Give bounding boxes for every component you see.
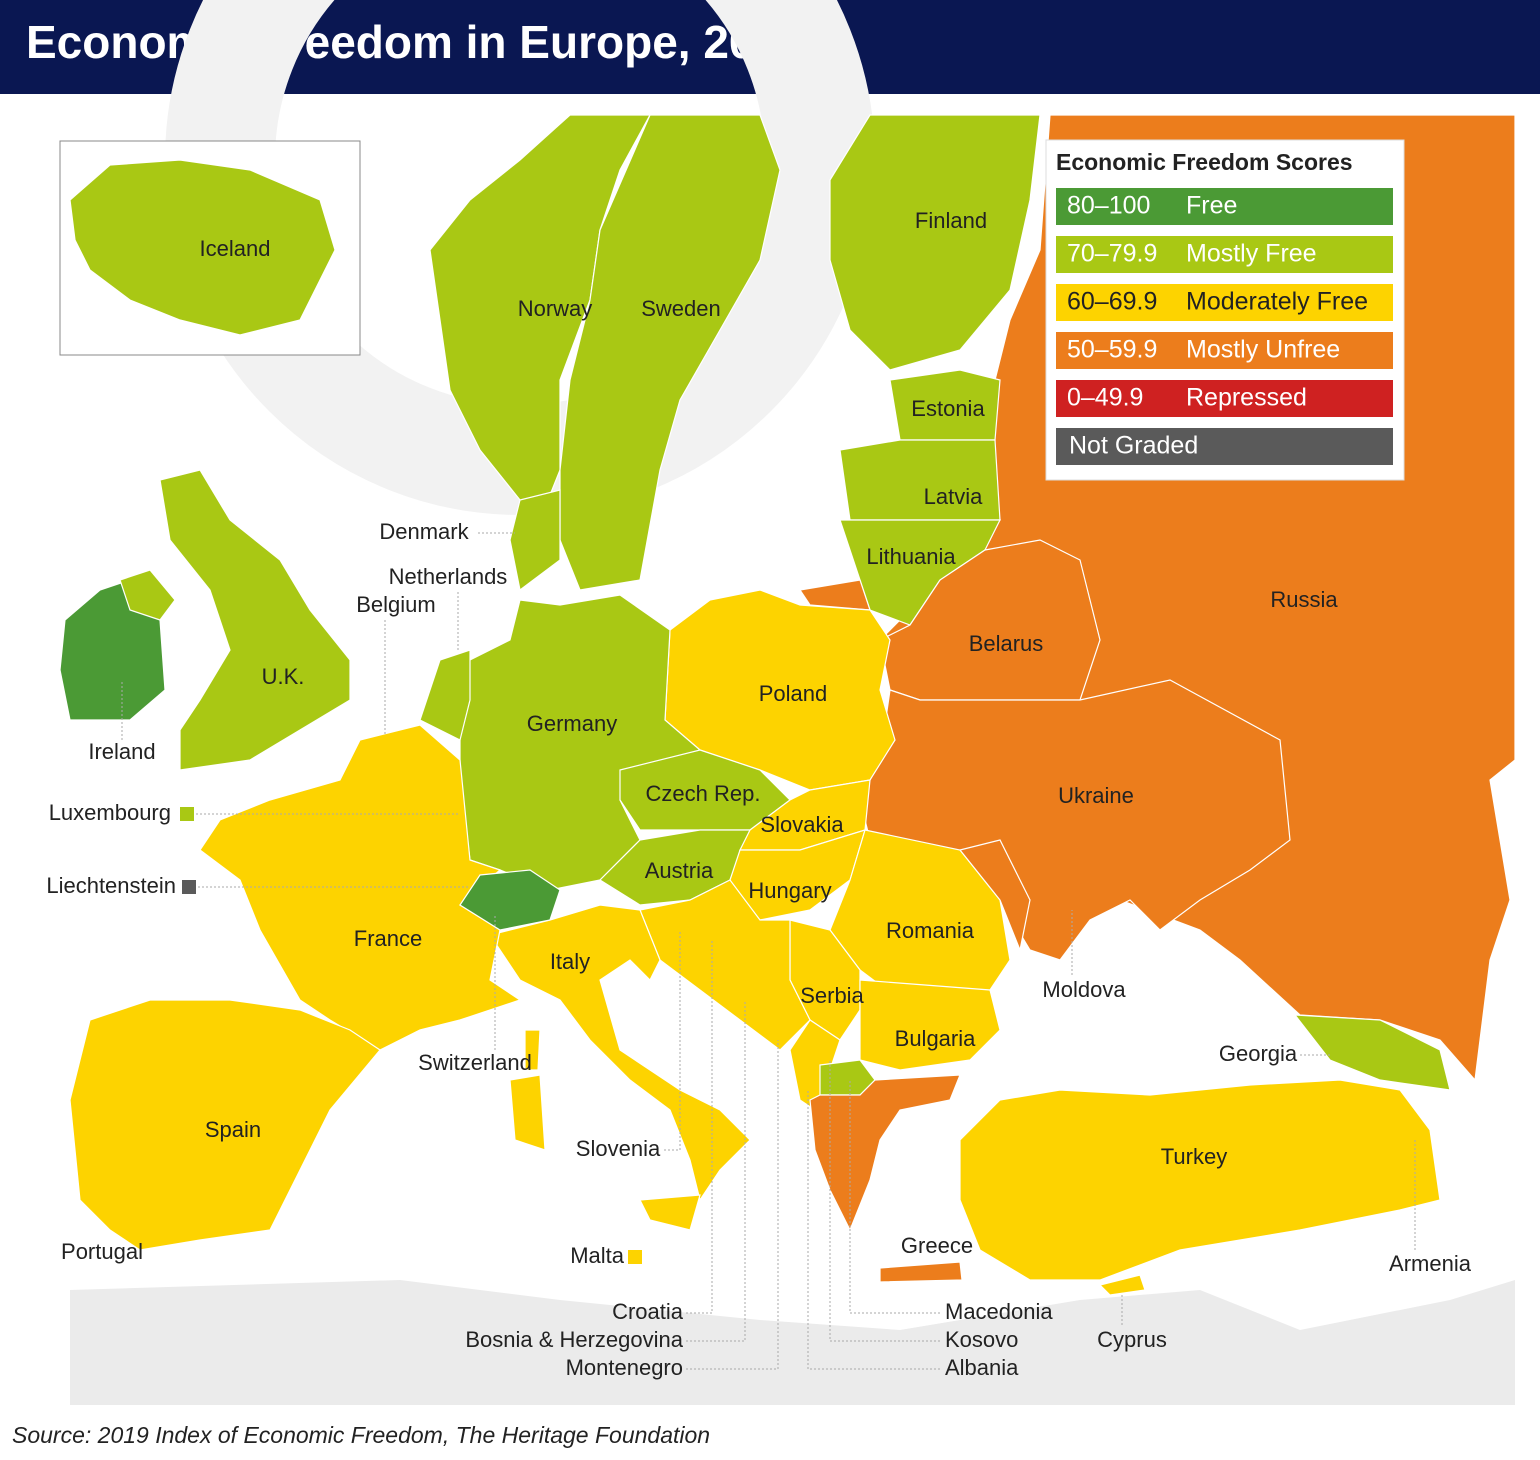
country-label: Belgium	[356, 592, 435, 617]
legend-label: Mostly Unfree	[1186, 336, 1340, 364]
legend-label: Mostly Free	[1186, 240, 1317, 268]
country-label: Luxembourg	[49, 800, 171, 825]
legend-range: 50–59.9	[1067, 336, 1157, 364]
country-label: Austria	[645, 858, 714, 883]
legend-swatch	[1056, 332, 1393, 369]
country-shape	[559, 114, 781, 591]
legend-label: Moderately Free	[1186, 288, 1368, 316]
legend-label: Free	[1186, 192, 1237, 220]
legend: Economic Freedom Scores 80–100 Free 70–79.…	[1045, 139, 1405, 481]
country-label: Kosovo	[945, 1327, 1018, 1352]
country-shape	[119, 569, 176, 621]
legend-swatch	[1056, 380, 1393, 417]
country-label: Lithuania	[866, 544, 956, 569]
country-shape	[958, 839, 1031, 953]
country-label: Italy	[550, 949, 590, 974]
country-label: Greece	[901, 1233, 973, 1258]
legend-label: Not Graded	[1069, 432, 1198, 460]
country-label: Estonia	[911, 396, 985, 421]
country-shape	[859, 979, 1001, 1071]
country-label: Poland	[759, 681, 828, 706]
country-label: Switzerland	[418, 1050, 532, 1075]
country-shape	[639, 879, 811, 1051]
country-label: Bosnia & Herzegovina	[465, 1327, 683, 1352]
country-label: Norway	[518, 296, 593, 321]
country-label: Moldova	[1042, 977, 1126, 1002]
country-label: Armenia	[1389, 1251, 1472, 1276]
legend-label: Repressed	[1186, 384, 1307, 412]
country-label: Ireland	[88, 739, 155, 764]
country-label: Hungary	[748, 878, 831, 903]
country-shape	[524, 1029, 541, 1071]
country-shape	[459, 869, 561, 931]
country-shape	[182, 880, 196, 894]
other-land	[70, 1280, 1515, 1405]
country-label: Sweden	[641, 296, 721, 321]
country-shape	[959, 1079, 1441, 1281]
legend-range: 70–79.9	[1067, 240, 1157, 268]
country-shape	[639, 1194, 701, 1231]
legend-swatch	[1056, 188, 1393, 225]
country-label: Albania	[945, 1355, 1019, 1380]
title: Economic Freedom in Europe, 2019	[26, 16, 806, 68]
country-shape	[489, 904, 751, 1202]
legend-range: 80–100	[1067, 192, 1150, 220]
country-label: Liechtenstein	[46, 873, 176, 898]
country-label: Belarus	[969, 631, 1044, 656]
country-label: France	[354, 926, 422, 951]
country-label: Cyprus	[1097, 1327, 1167, 1352]
country-label: Latvia	[924, 484, 983, 509]
country-label: Bulgaria	[895, 1026, 976, 1051]
leader-lines	[121, 532, 1416, 1370]
country-label: Georgia	[1219, 1041, 1298, 1066]
legend-swatch	[1056, 284, 1393, 321]
country-shape	[809, 1074, 961, 1232]
country-label: Croatia	[612, 1299, 684, 1324]
country-shape	[628, 1250, 642, 1264]
country-label: Macedonia	[945, 1299, 1053, 1324]
country-label: Germany	[527, 711, 617, 736]
country-label: Spain	[205, 1117, 261, 1142]
country-shape	[1098, 1274, 1146, 1296]
country-shape	[829, 114, 1041, 371]
country-label: Turkey	[1161, 1144, 1227, 1169]
country-label: U.K.	[262, 664, 305, 689]
country-shape	[59, 579, 166, 721]
country-label: Russia	[1270, 587, 1338, 612]
country-label: Netherlands	[389, 564, 508, 589]
country-label: Czech Rep.	[646, 781, 761, 806]
country-label: Malta	[570, 1243, 625, 1268]
country-shape	[1293, 1014, 1451, 1091]
country-label: Montenegro	[566, 1355, 683, 1380]
legend-range: 60–69.9	[1067, 288, 1157, 316]
legend-swatch	[1056, 236, 1393, 273]
country-label: Finland	[915, 208, 987, 233]
country-label: Denmark	[379, 519, 469, 544]
legend-title: Economic Freedom Scores	[1056, 149, 1353, 175]
country-shape	[429, 114, 652, 522]
country-shape	[879, 1261, 963, 1283]
country-shape	[889, 369, 1001, 441]
country-shape	[180, 807, 194, 821]
country-shape	[69, 159, 336, 336]
country-label: Romania	[886, 918, 975, 943]
country-label: Ukraine	[1058, 783, 1134, 808]
country-label: Iceland	[200, 236, 271, 261]
country-shape	[419, 649, 471, 741]
country-shape	[159, 469, 351, 771]
legend-range: 0–49.9	[1067, 384, 1143, 412]
country-label: Portugal	[61, 1239, 143, 1264]
country-label: Slovenia	[576, 1136, 661, 1161]
country-label: Slovakia	[760, 812, 844, 837]
source: Source: 2019 Index of Economic Freedom, …	[12, 1422, 710, 1448]
country-shape	[69, 999, 381, 1251]
legend-swatch	[1056, 428, 1393, 465]
country-label: Serbia	[800, 983, 864, 1008]
country-labels: Iceland Norway Sweden Finland Estonia La…	[46, 208, 1471, 1380]
country-shape	[509, 1074, 546, 1151]
